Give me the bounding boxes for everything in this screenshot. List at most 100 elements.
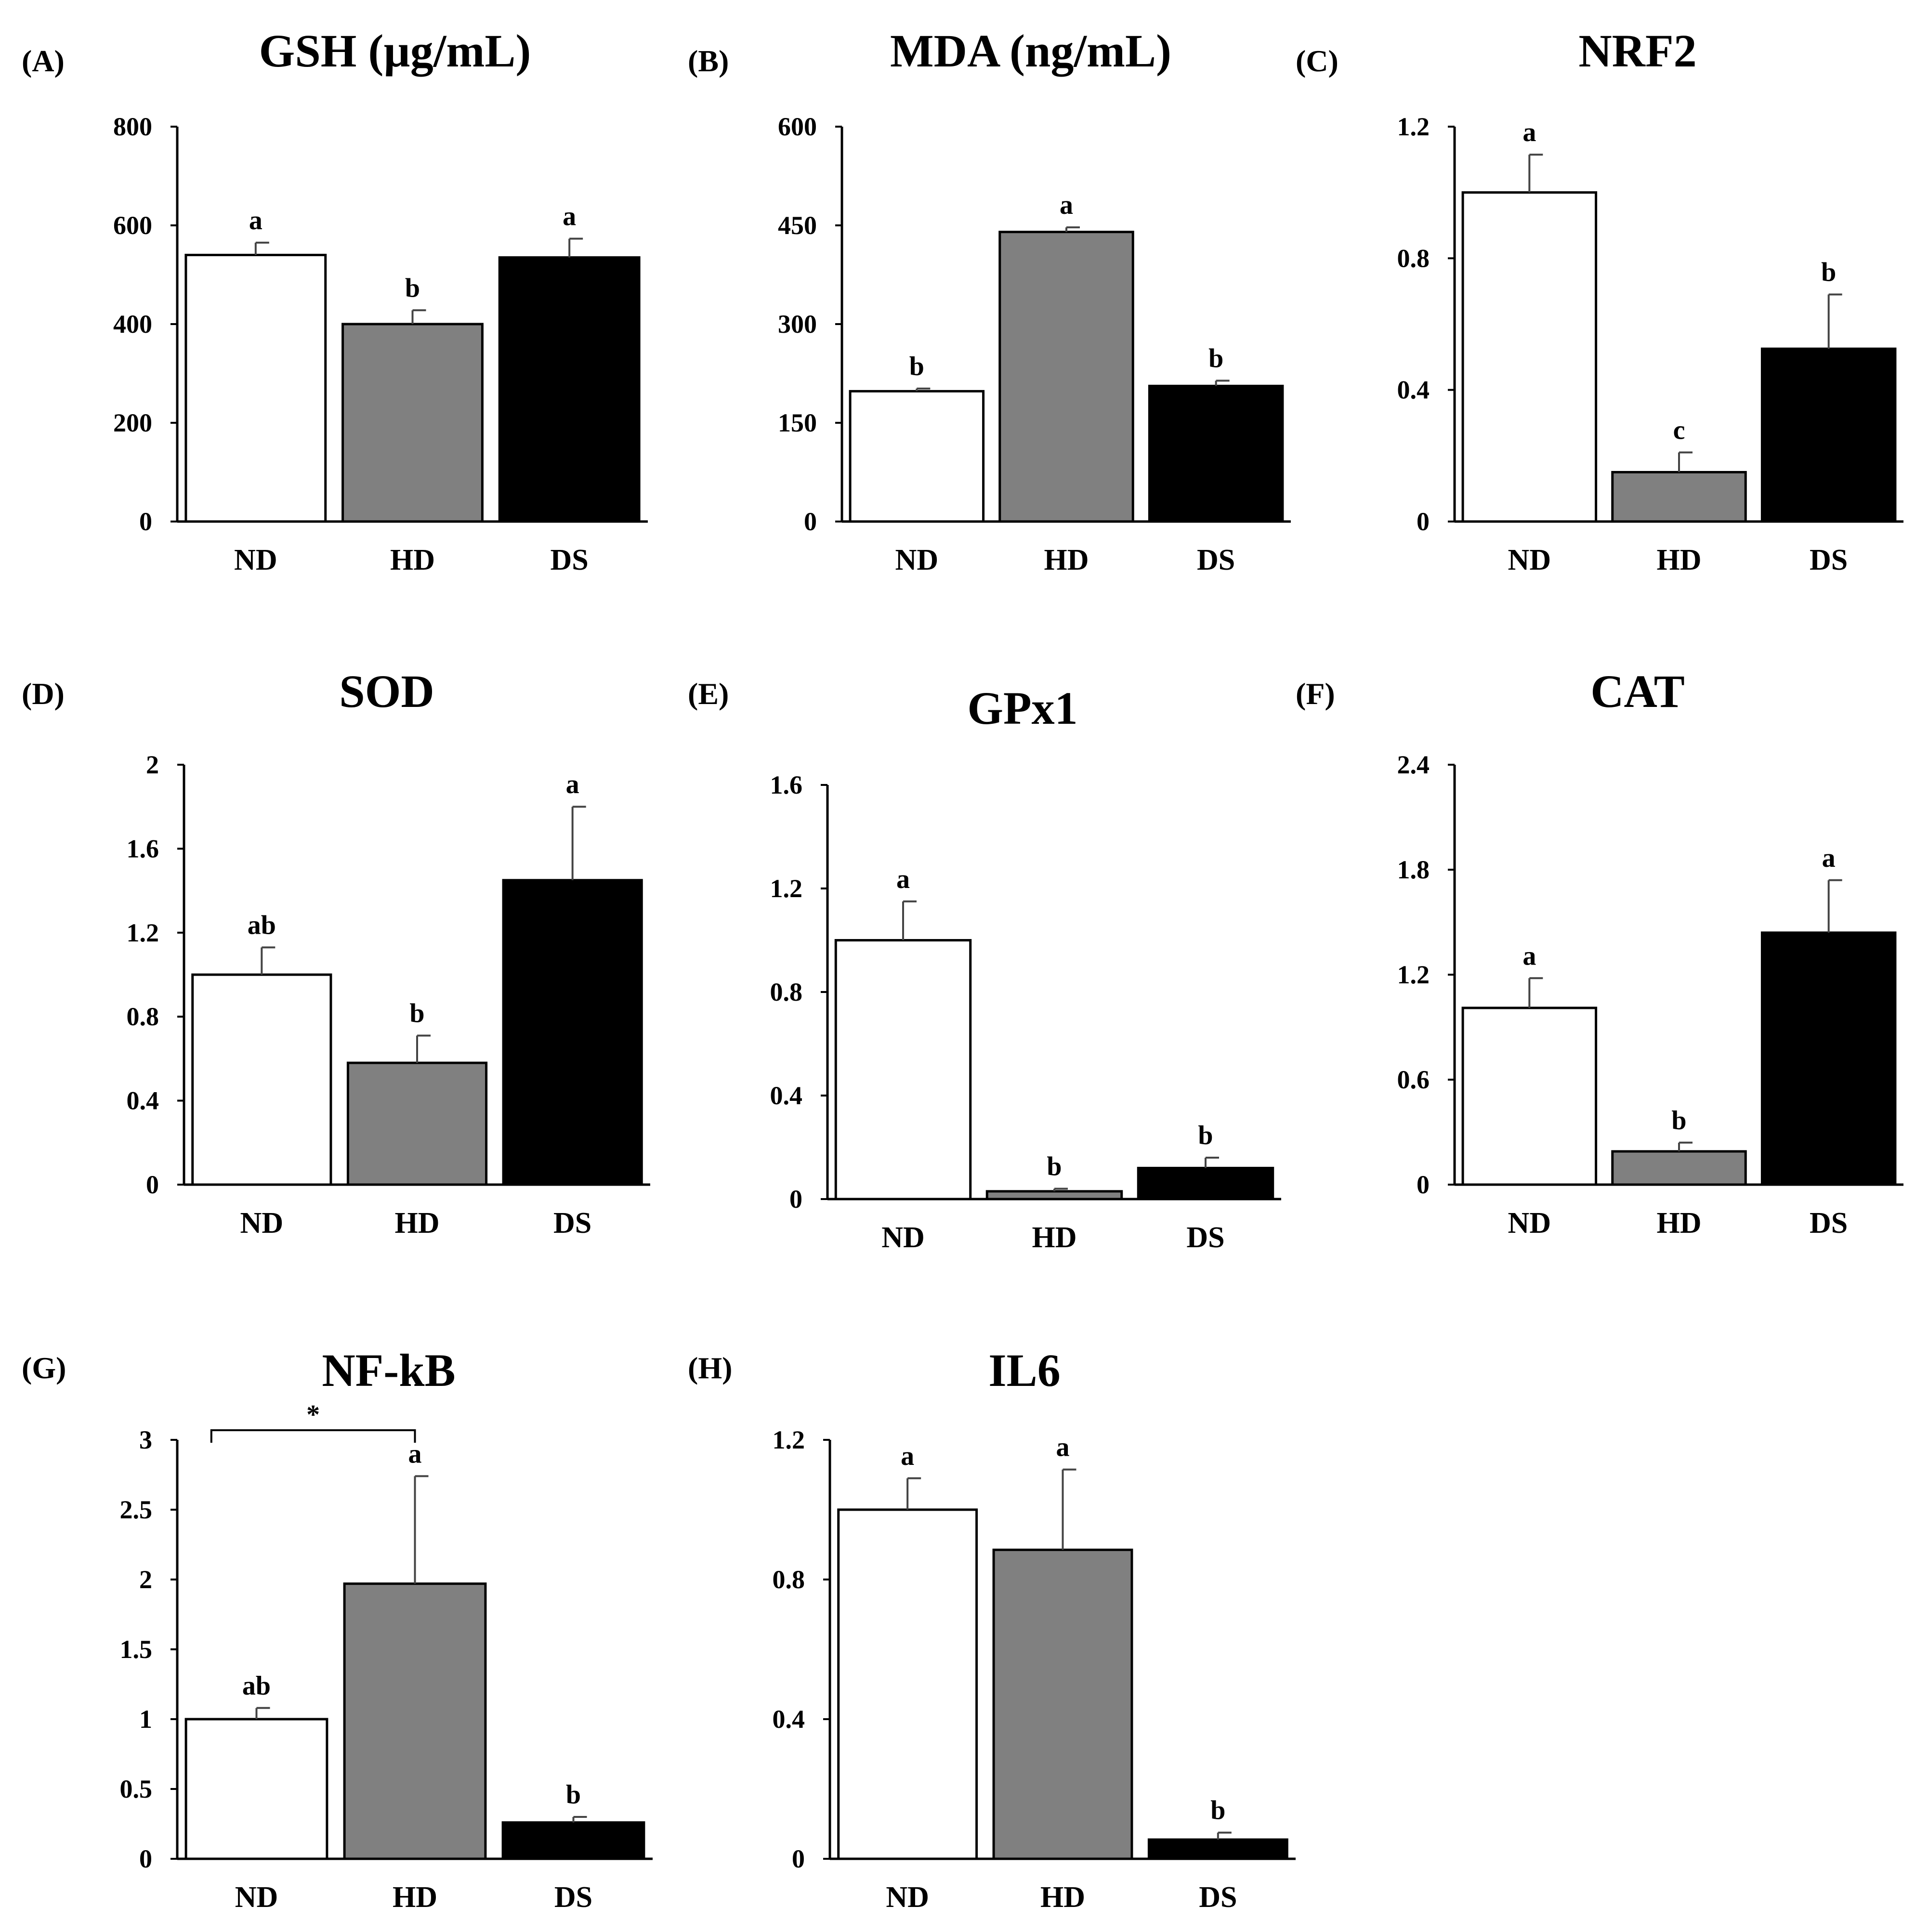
chart-title: MDA (ng/mL) <box>890 25 1171 77</box>
significance-label: b <box>909 352 924 381</box>
y-tick-label: 150 <box>778 408 817 437</box>
significance-label: a <box>1522 117 1536 147</box>
significance-label: b <box>1047 1152 1062 1182</box>
panel-label: (B) <box>688 44 729 78</box>
significance-label: a <box>1822 843 1836 873</box>
y-tick-label: 1.6 <box>127 834 159 863</box>
y-tick-label: 2 <box>139 1565 152 1594</box>
panel-label: (D) <box>22 677 65 711</box>
bar-hd <box>341 323 484 523</box>
significance-label: b <box>1671 1106 1686 1136</box>
bar-hd <box>1611 471 1747 523</box>
bar-nd <box>1461 1006 1598 1186</box>
chart-title: NF-kB <box>322 1345 455 1396</box>
y-tick-label: 3 <box>139 1425 152 1454</box>
y-tick-label: 0.4 <box>773 1705 805 1734</box>
y-tick-label: 200 <box>113 408 152 437</box>
significance-label: b <box>566 1780 581 1810</box>
y-tick-label: 300 <box>778 310 817 339</box>
chart-panel-e: (E) GPx1 0 0.4 0.8 1.2 1.6 a ND b HD b DS <box>688 677 1281 1254</box>
significance-label: a <box>1522 941 1536 971</box>
bar-nd <box>184 1718 328 1860</box>
bar-hd <box>985 1190 1123 1201</box>
y-tick-label: 0.8 <box>773 1565 805 1594</box>
panel-label: (F) <box>1296 677 1335 711</box>
chart-panel-h: (H) IL6 0 0.4 0.8 1.2 a ND a HD b DS <box>688 1345 1296 1914</box>
y-tick-label: 0 <box>1417 507 1430 536</box>
y-tick-label: 1.6 <box>770 770 803 799</box>
y-tick-label: 2.4 <box>1397 750 1430 779</box>
chart-panel-d: (D) SOD 0 0.4 0.8 1.2 1.6 2 ab ND b HD a DS <box>22 666 650 1240</box>
x-tick-label: ND <box>1508 1207 1551 1240</box>
y-tick-label: 2 <box>146 750 159 779</box>
chart-title: GSH (µg/mL) <box>259 25 531 77</box>
bar-nd <box>1461 191 1598 523</box>
chart-title: SOD <box>339 666 434 717</box>
significance-label: a <box>408 1439 422 1469</box>
x-tick-label: DS <box>1810 544 1848 576</box>
significance-label: a <box>1056 1433 1070 1462</box>
x-tick-label: HD <box>1657 544 1702 576</box>
x-tick-label: HD <box>1040 1881 1085 1914</box>
x-tick-label: HD <box>1032 1221 1077 1254</box>
bar-hd <box>346 1061 488 1186</box>
y-tick-label: 600 <box>113 211 152 240</box>
y-tick-label: 0.8 <box>1397 244 1430 273</box>
significance-label: a <box>563 202 576 232</box>
x-tick-label: DS <box>1810 1207 1848 1240</box>
chart-title: CAT <box>1590 666 1685 717</box>
x-tick-label: ND <box>886 1881 929 1914</box>
significance-star: * <box>306 1400 320 1430</box>
chart-panel-b: (B) MDA (ng/mL) 0 150 300 450 600 b ND a HD b DS <box>688 25 1291 576</box>
y-tick-label: 1.5 <box>120 1635 153 1664</box>
x-tick-label: DS <box>1197 544 1235 576</box>
panel-label: (A) <box>22 44 65 78</box>
chart-panel-g: (G) NF-kB 0 0.5 1 1.5 2 2.5 3 ab ND a HD b DS * <box>22 1345 653 1914</box>
x-tick-label: ND <box>240 1207 284 1240</box>
y-tick-label: 0 <box>146 1170 159 1199</box>
y-tick-label: 0.5 <box>120 1775 153 1803</box>
x-tick-label: ND <box>1508 544 1551 576</box>
bar-ds <box>502 879 643 1186</box>
significance-label: b <box>409 998 424 1028</box>
y-tick-label: 1.2 <box>1397 960 1430 989</box>
y-tick-label: 0 <box>789 1185 802 1214</box>
chart-panel-f: (F) CAT 0 0.6 1.2 1.8 2.4 a ND b HD a DS <box>1296 666 1903 1240</box>
bar-ds <box>1147 1838 1288 1860</box>
y-tick-label: 0 <box>139 1844 152 1873</box>
panel-label: (E) <box>688 677 729 711</box>
bar-ds <box>501 1821 645 1860</box>
significance-label: a <box>901 1441 914 1471</box>
chart-title: GPx1 <box>967 682 1077 734</box>
y-tick-label: 600 <box>778 112 817 141</box>
significance-label: b <box>405 273 420 303</box>
y-tick-label: 0 <box>804 507 817 536</box>
y-tick-label: 2.5 <box>120 1495 153 1524</box>
chart-panel-c: (C) NRF2 0 0.4 0.8 1.2 a ND c HD b DS <box>1296 25 1903 576</box>
y-tick-label: 0.4 <box>1397 376 1430 405</box>
x-tick-label: HD <box>393 1881 437 1914</box>
bar-ds <box>1760 931 1897 1186</box>
bar-hd <box>998 231 1134 523</box>
y-tick-label: 1.2 <box>127 918 159 947</box>
significance-label: b <box>1821 258 1836 287</box>
x-tick-label: ND <box>895 544 939 576</box>
y-tick-label: 0.6 <box>1397 1065 1430 1094</box>
x-tick-label: DS <box>554 1881 592 1914</box>
bar-ds <box>498 256 641 523</box>
chart-title: IL6 <box>988 1345 1060 1396</box>
bar-nd <box>834 939 972 1201</box>
panel-label: (H) <box>688 1351 732 1385</box>
y-tick-label: 0 <box>1417 1170 1430 1199</box>
x-tick-label: ND <box>235 1881 278 1914</box>
x-tick-label: DS <box>1186 1221 1224 1254</box>
x-tick-label: ND <box>234 544 277 576</box>
significance-label: a <box>896 864 910 894</box>
significance-label: a <box>1060 190 1073 220</box>
bar-nd <box>837 1508 978 1860</box>
x-tick-label: HD <box>390 544 435 576</box>
significance-label: b <box>1208 344 1223 374</box>
x-tick-label: DS <box>553 1207 591 1240</box>
y-tick-label: 400 <box>113 310 152 339</box>
